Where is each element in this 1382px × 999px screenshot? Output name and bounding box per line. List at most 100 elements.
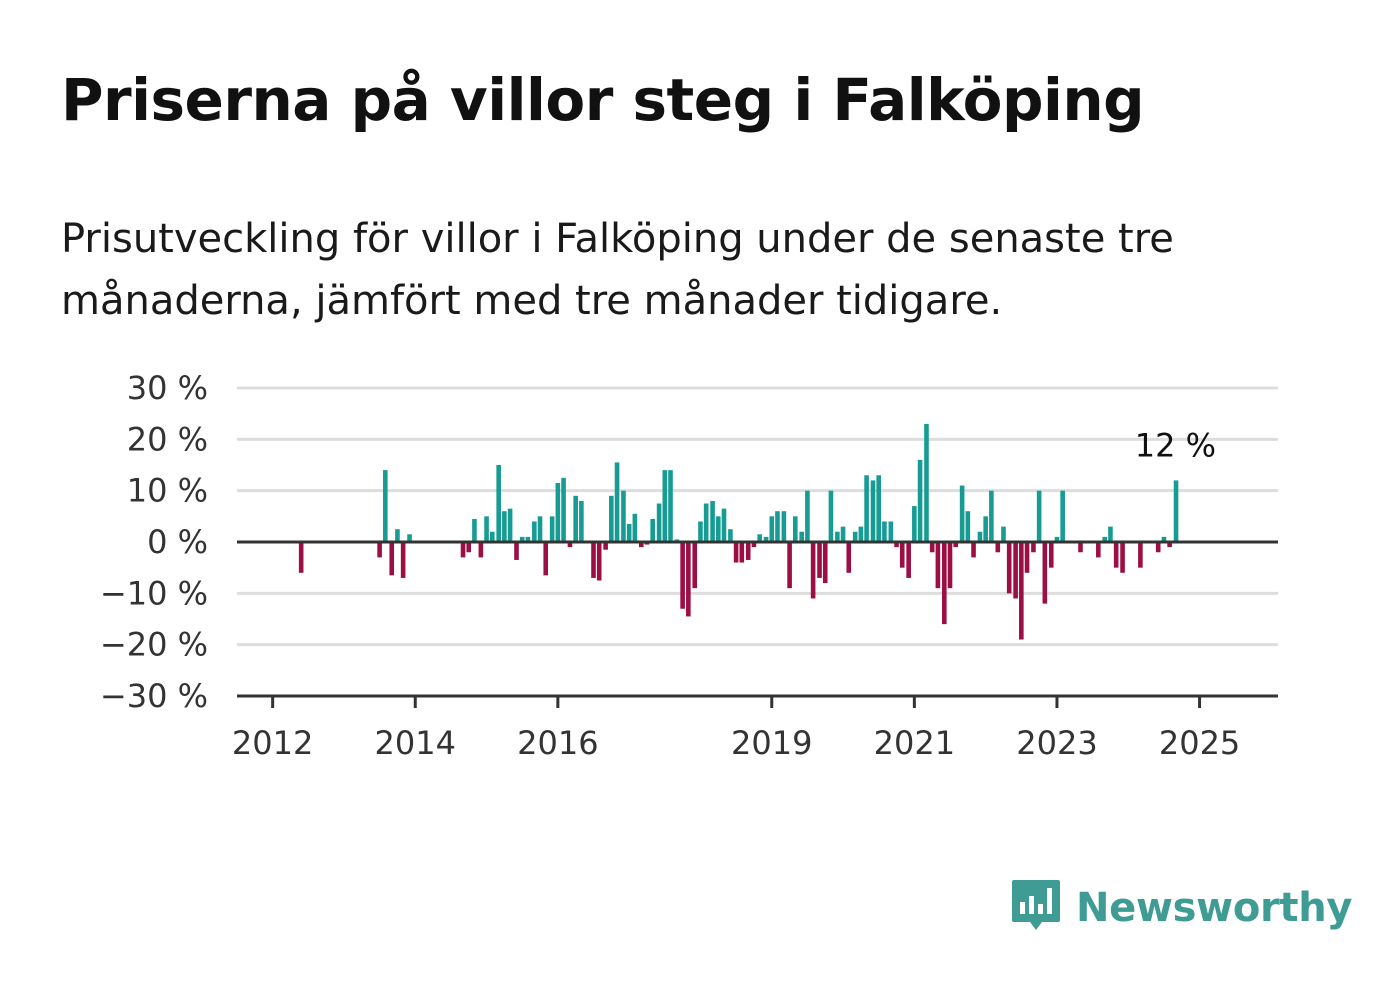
bar xyxy=(739,542,745,563)
bar xyxy=(621,490,626,542)
bar xyxy=(1001,526,1006,542)
bar xyxy=(1024,542,1030,573)
bar xyxy=(817,542,822,578)
bar xyxy=(822,542,828,584)
bar xyxy=(864,475,869,542)
bar xyxy=(1048,542,1054,568)
x-tick-label: 2025 xyxy=(1159,724,1240,762)
bar xyxy=(810,542,816,599)
bar xyxy=(924,423,929,542)
bar xyxy=(799,531,805,542)
newsworthy-logo-icon xyxy=(1012,880,1060,930)
bar xyxy=(460,542,466,558)
bar xyxy=(745,542,751,560)
chart-title: Priserna på villor steg i Falköping xyxy=(61,66,1145,134)
bar xyxy=(567,542,573,548)
bar xyxy=(626,524,632,542)
bar xyxy=(561,477,566,542)
bar xyxy=(852,531,858,542)
bar xyxy=(525,536,531,542)
bar xyxy=(400,542,406,578)
bar xyxy=(1108,526,1113,542)
bar-layer xyxy=(298,423,1179,640)
bar xyxy=(953,542,959,548)
bar xyxy=(377,542,382,558)
bar xyxy=(775,511,780,542)
bar-chart: 30 % 20 % 10 % 0 % −10 % −20 % −30 % 2012 2014 20… xyxy=(100,369,1278,762)
bar xyxy=(1019,542,1024,640)
bar xyxy=(942,542,947,625)
bar xyxy=(1167,542,1172,548)
bar xyxy=(703,503,709,542)
bar xyxy=(828,490,834,542)
bar xyxy=(632,513,638,542)
bar xyxy=(532,521,537,542)
bar xyxy=(840,526,846,542)
y-tick-label: −10 % xyxy=(100,574,208,612)
bar xyxy=(959,485,965,542)
bar xyxy=(947,542,953,589)
x-tick-label: 2019 xyxy=(731,724,812,762)
bar xyxy=(472,518,477,542)
x-tick-label: 2016 xyxy=(517,724,598,762)
x-tick-label: 2023 xyxy=(1016,724,1097,762)
bar xyxy=(1102,536,1108,542)
bar xyxy=(1060,490,1065,542)
bar xyxy=(603,542,608,550)
last-value-label: 12 % xyxy=(1135,426,1216,464)
bar xyxy=(514,542,519,560)
bar xyxy=(579,500,584,542)
bar xyxy=(971,542,976,558)
bar xyxy=(763,536,769,542)
bar xyxy=(484,516,489,542)
bar xyxy=(614,462,620,542)
x-tick-label: 2012 xyxy=(232,724,313,762)
bar xyxy=(1096,542,1101,558)
bar xyxy=(692,542,698,589)
bar xyxy=(662,470,668,542)
bar xyxy=(917,459,923,542)
y-tick-label: 20 % xyxy=(127,420,208,458)
bar xyxy=(965,511,971,542)
bar xyxy=(1161,536,1167,542)
bar xyxy=(912,506,917,542)
bar xyxy=(489,531,495,542)
bar xyxy=(733,542,739,563)
bar xyxy=(1013,542,1018,599)
bar xyxy=(1138,542,1143,568)
bar xyxy=(650,518,655,542)
bar xyxy=(389,542,395,576)
bar xyxy=(1054,536,1060,542)
bar xyxy=(507,508,513,542)
bar xyxy=(989,490,994,542)
bar xyxy=(1031,542,1036,553)
bar xyxy=(757,534,762,542)
bar xyxy=(1006,542,1012,594)
bar xyxy=(519,536,525,542)
bar xyxy=(769,516,775,542)
bar xyxy=(680,542,685,609)
bar xyxy=(656,503,662,542)
bar xyxy=(395,529,400,542)
bar xyxy=(543,542,549,576)
bar xyxy=(882,521,887,542)
bar xyxy=(609,495,614,542)
bar xyxy=(1120,542,1125,573)
y-tick-label: −20 % xyxy=(100,626,208,664)
bar xyxy=(298,542,304,573)
bar xyxy=(573,495,578,542)
bar xyxy=(983,516,988,542)
bar xyxy=(1155,542,1161,553)
bar xyxy=(1078,542,1083,553)
bar xyxy=(792,516,798,542)
bar xyxy=(846,542,852,573)
bar xyxy=(549,516,555,542)
bar xyxy=(929,542,935,553)
bar xyxy=(596,542,602,581)
bar xyxy=(466,542,472,553)
bar xyxy=(721,508,727,542)
bar xyxy=(781,511,787,542)
chart-subtitle: Prisutveckling för villor i Falköping un… xyxy=(61,216,1174,324)
bar xyxy=(995,542,1001,553)
bar xyxy=(899,542,905,568)
